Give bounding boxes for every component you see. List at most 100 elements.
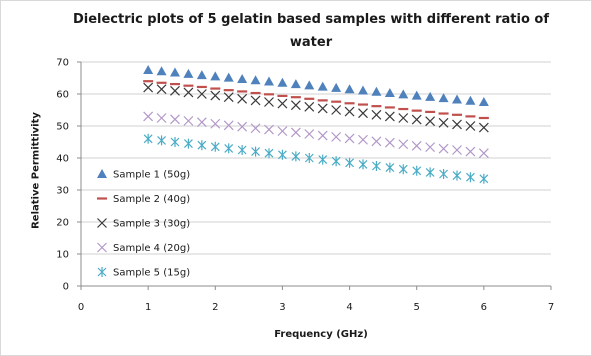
series-4-point-4 xyxy=(183,115,194,126)
y-tick-label-60: 60 xyxy=(56,90,69,101)
series-3-point-17 xyxy=(358,108,368,119)
series-5-point-17 xyxy=(358,159,368,170)
x-tick-label-6: 6 xyxy=(481,302,487,313)
series-4-point-19 xyxy=(384,137,395,148)
series-1-point-17 xyxy=(358,85,368,95)
x-tick-label-7: 7 xyxy=(548,302,554,313)
series-3-point-19 xyxy=(384,111,395,122)
series-5-point-16 xyxy=(345,157,354,168)
series-5-point-20 xyxy=(398,164,408,175)
y-tick-label-10: 10 xyxy=(56,250,69,261)
x-tick-label-4: 4 xyxy=(346,302,352,313)
series-3-point-21 xyxy=(411,114,422,125)
legend-label-5: Sample 5 (15g) xyxy=(113,268,190,279)
legend-marker-5 xyxy=(97,267,107,277)
series-4-point-8 xyxy=(237,121,248,132)
series-3-point-20 xyxy=(398,113,409,123)
x-tick-label-1: 1 xyxy=(145,302,151,313)
series-1-point-7 xyxy=(223,72,234,82)
series-3-point-6 xyxy=(210,90,221,101)
series-1-point-4 xyxy=(183,68,194,78)
series-4-point-2 xyxy=(156,113,167,123)
series-1-point-10 xyxy=(264,76,274,86)
x-tick-label-5: 5 xyxy=(414,302,420,313)
series-1-point-11 xyxy=(277,77,288,87)
chart-title-line-2: water xyxy=(289,35,333,50)
legend-label-3: Sample 3 (30g) xyxy=(113,219,190,230)
series-1-point-19 xyxy=(384,88,395,98)
series-5-point-7 xyxy=(224,143,234,154)
series-5-point-22 xyxy=(425,167,435,178)
series-1-point-25 xyxy=(465,95,476,105)
series-4-point-3 xyxy=(170,114,180,125)
y-tick-label-30: 30 xyxy=(56,186,69,197)
series-4-point-5 xyxy=(196,117,207,128)
series-5-point-12 xyxy=(291,151,301,162)
series-1-point-8 xyxy=(237,73,248,83)
y-tick-label-0: 0 xyxy=(63,282,69,293)
series-4-point-6 xyxy=(210,118,221,129)
series-1-point-26 xyxy=(478,97,489,106)
series-4-point-16 xyxy=(344,133,355,144)
x-tick-label-2: 2 xyxy=(212,302,218,313)
series-5-point-1 xyxy=(143,133,153,144)
series-3-point-24 xyxy=(452,119,462,130)
series-4-point-7 xyxy=(223,120,234,131)
series-5-point-15 xyxy=(331,156,341,167)
series-4-point-25 xyxy=(465,146,476,157)
legend: Sample 1 (50g) Sample 2 (40g) Sample 3 (30… xyxy=(97,169,190,279)
series-4-point-26 xyxy=(478,148,489,159)
series-4-point-21 xyxy=(411,140,422,151)
series-4-point-17 xyxy=(358,134,368,145)
series-3-point-18 xyxy=(371,109,382,120)
series-1-point-1 xyxy=(143,65,154,74)
series-5-point-8 xyxy=(237,145,247,155)
series-3-point-14 xyxy=(317,103,328,114)
y-tick-label-70: 70 xyxy=(56,58,69,69)
series-4 xyxy=(143,111,489,159)
series-1-point-22 xyxy=(425,91,436,101)
series-1-point-2 xyxy=(156,66,167,76)
series-1-point-21 xyxy=(411,90,422,100)
series-4-point-13 xyxy=(304,129,315,139)
x-tick-label-3: 3 xyxy=(279,302,285,313)
series-5-point-3 xyxy=(170,137,180,147)
series-1-point-18 xyxy=(371,86,382,96)
y-tick-label-20: 20 xyxy=(56,218,69,229)
series-4-point-18 xyxy=(371,136,382,147)
series-5-point-14 xyxy=(318,154,328,165)
series-1-point-12 xyxy=(290,79,301,89)
series-4-point-10 xyxy=(264,124,274,135)
x-tick-label-0: 0 xyxy=(78,302,84,313)
x-axis-label: Frequency (GHz) xyxy=(274,329,368,340)
series-4-point-20 xyxy=(398,139,409,150)
series-4-point-1 xyxy=(143,111,154,122)
series-5-point-5 xyxy=(197,140,207,151)
series-3-point-15 xyxy=(331,105,342,115)
series-4-point-11 xyxy=(277,126,288,137)
series-3 xyxy=(143,82,489,133)
series-4-point-15 xyxy=(331,131,342,142)
series-4-point-24 xyxy=(452,145,462,155)
series-3-point-26 xyxy=(478,122,489,133)
series-3-point-13 xyxy=(304,101,315,112)
series-5-point-10 xyxy=(264,148,274,159)
series-3-point-8 xyxy=(237,93,248,104)
series-3-point-3 xyxy=(170,85,180,96)
series-3-point-25 xyxy=(465,121,476,131)
series-1-point-9 xyxy=(250,75,261,85)
series-5-point-25 xyxy=(466,172,475,183)
series-1-point-23 xyxy=(438,93,449,103)
series-4-point-9 xyxy=(250,123,261,134)
series-4-point-22 xyxy=(425,142,436,153)
series-1-point-24 xyxy=(452,94,462,104)
series-3-point-22 xyxy=(425,116,436,127)
series-3-point-1 xyxy=(143,82,154,93)
series-5-point-24 xyxy=(452,170,462,181)
series-3-point-11 xyxy=(277,98,288,109)
legend-marker-3 xyxy=(97,218,107,228)
legend-label-2: Sample 2 (40g) xyxy=(113,194,190,205)
series-1 xyxy=(143,65,489,106)
series-3-point-12 xyxy=(290,100,301,111)
